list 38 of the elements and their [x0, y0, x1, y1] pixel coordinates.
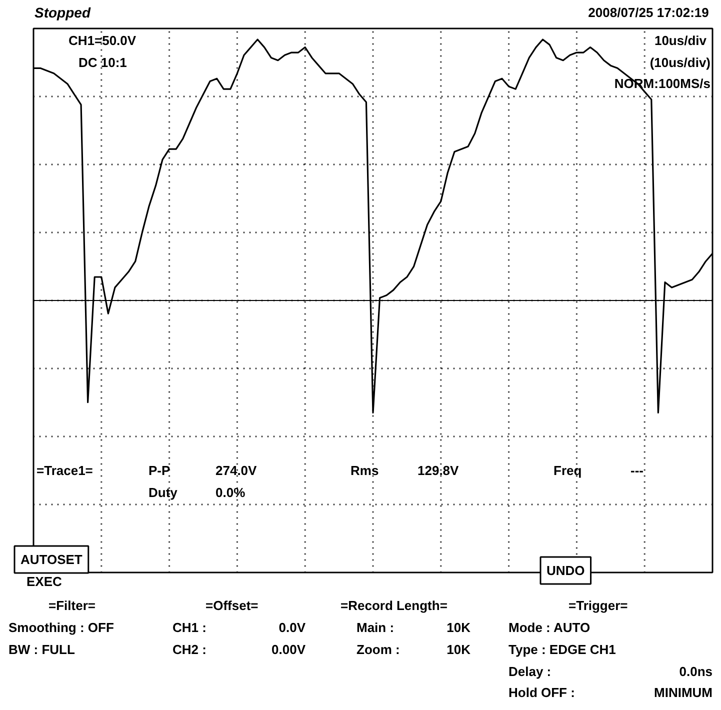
text: Smoothing : OFF [8, 620, 114, 635]
text: AUTOSET [20, 552, 82, 567]
text: Main : [356, 620, 394, 635]
text: Type : EDGE CH1 [508, 642, 616, 657]
text: Rms [350, 463, 379, 478]
chart-title: Stopped [34, 4, 91, 20]
annotation: 10us/div [654, 33, 708, 48]
text: Delay : [508, 664, 552, 679]
text: =Record Length= [340, 598, 448, 613]
text: Zoom : [356, 642, 400, 657]
text: Freq [554, 463, 582, 478]
text: CH2 : [172, 642, 206, 657]
text: Hold OFF : [508, 685, 575, 700]
text: 0.0V [278, 620, 306, 635]
text: =Filter= [48, 598, 96, 613]
text: 274.0V [216, 463, 258, 478]
text: CH1 : [172, 620, 206, 635]
annotation: DC 10:1 [78, 55, 127, 70]
text: 0.0ns [679, 664, 713, 679]
text: 0.0% [216, 485, 246, 500]
text: MINIMUM [654, 685, 713, 700]
text: =Trigger= [568, 598, 628, 613]
text: EXEC [26, 574, 63, 589]
text: =Trace1= [36, 463, 94, 478]
text: 10K [446, 642, 472, 657]
text: --- [630, 463, 644, 478]
text: P-P [148, 463, 170, 478]
text: BW : FULL [8, 642, 75, 657]
text: Duty [148, 485, 178, 500]
annotation: (10us/div) [650, 55, 711, 70]
text: UNDO [546, 563, 585, 578]
text: Mode : AUTO [508, 620, 590, 635]
text: 2008/07/25 17:02:19 [588, 5, 709, 20]
annotation: CH1=50.0V [68, 33, 136, 48]
text: 0.00V [272, 642, 306, 657]
text: 129.8V [418, 463, 460, 478]
text: =Offset= [206, 598, 259, 613]
text: 10K [446, 620, 472, 635]
